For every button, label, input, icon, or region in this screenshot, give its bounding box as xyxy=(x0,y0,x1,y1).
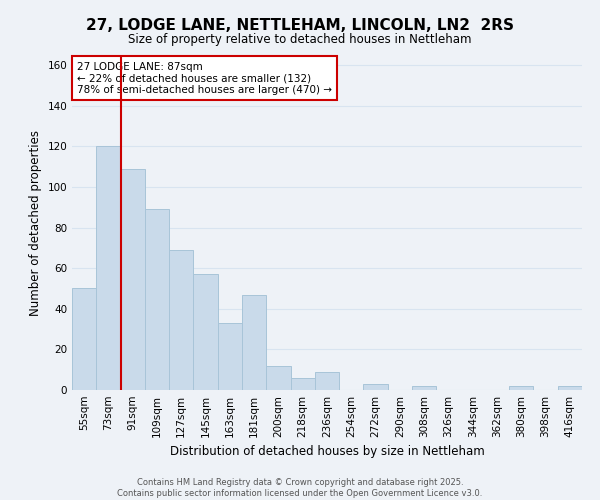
Text: 27 LODGE LANE: 87sqm
← 22% of detached houses are smaller (132)
78% of semi-deta: 27 LODGE LANE: 87sqm ← 22% of detached h… xyxy=(77,62,332,95)
Bar xyxy=(121,168,145,390)
Bar xyxy=(242,294,266,390)
Bar xyxy=(218,323,242,390)
Bar xyxy=(509,386,533,390)
Bar xyxy=(169,250,193,390)
Bar xyxy=(193,274,218,390)
Bar xyxy=(145,210,169,390)
X-axis label: Distribution of detached houses by size in Nettleham: Distribution of detached houses by size … xyxy=(170,446,484,458)
Bar xyxy=(72,288,96,390)
Text: 27, LODGE LANE, NETTLEHAM, LINCOLN, LN2  2RS: 27, LODGE LANE, NETTLEHAM, LINCOLN, LN2 … xyxy=(86,18,514,32)
Bar xyxy=(266,366,290,390)
Bar xyxy=(412,386,436,390)
Text: Contains HM Land Registry data © Crown copyright and database right 2025.
Contai: Contains HM Land Registry data © Crown c… xyxy=(118,478,482,498)
Bar xyxy=(558,386,582,390)
Y-axis label: Number of detached properties: Number of detached properties xyxy=(29,130,42,316)
Bar xyxy=(96,146,121,390)
Bar xyxy=(290,378,315,390)
Text: Size of property relative to detached houses in Nettleham: Size of property relative to detached ho… xyxy=(128,32,472,46)
Bar xyxy=(364,384,388,390)
Bar xyxy=(315,372,339,390)
